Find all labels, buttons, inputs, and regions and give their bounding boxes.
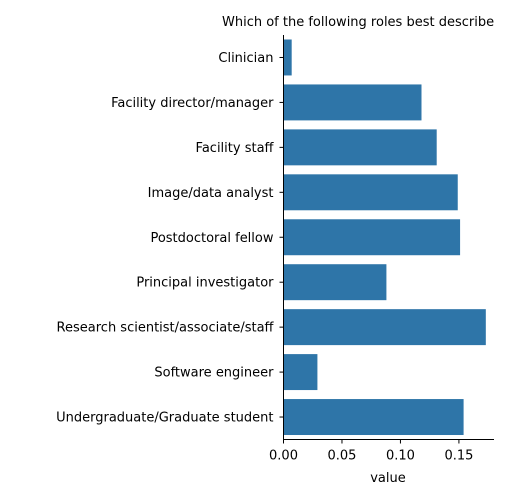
x-tick-label-1: 0.05: [327, 449, 356, 464]
x-tick-label-2: 0.10: [386, 449, 415, 464]
bar-clinician: [283, 39, 292, 76]
chart-title: Which of the following roles best descri…: [222, 15, 494, 30]
bars-group: [283, 39, 486, 436]
x-axis-title: value: [370, 471, 406, 486]
bar-research-scientist-associate-staff: [283, 309, 486, 346]
y-tick-labels: Clinician Facility director/manager Facili…: [56, 51, 274, 426]
x-tick-labels: 0.00 0.05 0.10 0.15: [269, 449, 473, 464]
bar-undergraduate-graduate-student: [283, 399, 464, 436]
y-tick-label-image-data-analyst: Image/data analyst: [148, 186, 274, 201]
y-tick-label-postdoctoral-fellow: Postdoctoral fellow: [150, 231, 273, 246]
y-tick-label-research-scientist-associate-staff: Research scientist/associate/staff: [57, 321, 275, 336]
y-tick-label-principal-investigator: Principal investigator: [136, 276, 274, 291]
y-tick-label-clinician: Clinician: [218, 51, 273, 66]
bar-image-data-analyst: [283, 174, 458, 211]
bar-facility-staff: [283, 129, 437, 166]
bar-postdoctoral-fellow: [283, 219, 461, 256]
x-ticks: [283, 439, 460, 444]
bar-facility-director-manager: [283, 84, 422, 121]
bar-software-engineer: [283, 354, 318, 391]
x-tick-label-3: 0.15: [444, 449, 473, 464]
y-tick-label-undergraduate-graduate-student: Undergraduate/Graduate student: [56, 411, 273, 426]
bar-principal-investigator: [283, 264, 387, 301]
x-tick-label-0: 0.00: [269, 449, 298, 464]
y-ticks: [279, 56, 284, 418]
y-tick-label-facility-staff: Facility staff: [196, 141, 275, 156]
y-tick-label-software-engineer: Software engineer: [154, 366, 274, 381]
y-tick-label-facility-director-manager: Facility director/manager: [111, 96, 274, 111]
